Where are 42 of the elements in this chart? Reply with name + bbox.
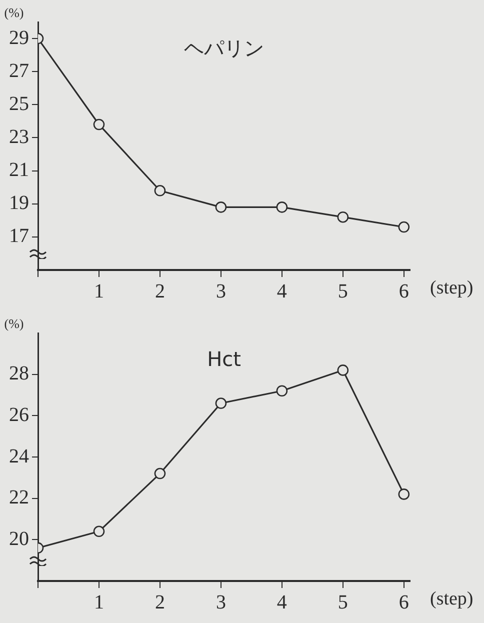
y-tick-label: 28: [9, 362, 29, 385]
y-tick-label: 19: [9, 192, 29, 214]
point: [398, 488, 410, 500]
point: [398, 221, 410, 233]
x-tick-label: 6: [398, 591, 409, 614]
point: [276, 202, 288, 213]
point: [154, 468, 166, 480]
x-tick-label: 4: [276, 591, 287, 614]
y-tick-label: 21: [9, 159, 29, 182]
y-tick-label: 23: [9, 126, 29, 148]
y-axis-title: (%): [4, 316, 24, 331]
x-axis-title: (step): [430, 277, 474, 298]
y-tick-label: 22: [9, 486, 29, 509]
x-axis-title: (step): [430, 588, 474, 610]
x-tick-label: 5: [338, 280, 348, 302]
y-tick-label: 29: [9, 26, 29, 49]
y-tick-label: 26: [9, 404, 29, 426]
text: ヘパリン: [184, 36, 264, 60]
x-tick-label: 2: [154, 591, 165, 614]
point: [93, 526, 105, 538]
point: [215, 202, 227, 213]
x-tick-label: 1: [94, 280, 104, 302]
x-tick-label: 1: [94, 591, 104, 614]
point: [276, 385, 288, 397]
x-tick-label: 3: [216, 280, 226, 302]
y-tick-label: 25: [9, 92, 29, 115]
point: [337, 364, 349, 376]
y-tick-label: 27: [9, 60, 29, 82]
x-tick-label: 2: [154, 280, 165, 302]
point: [93, 118, 105, 130]
y-tick-label: 20: [9, 528, 29, 550]
point: [215, 398, 227, 409]
y-tick-label: 24: [9, 445, 29, 468]
point: [337, 211, 349, 223]
text: Hct: [207, 347, 242, 372]
x-tick-label: 5: [338, 591, 348, 614]
point: [154, 184, 166, 196]
x-tick-label: 6: [398, 280, 409, 302]
y-tick-label: 17: [9, 225, 29, 248]
x-tick-label: 4: [276, 280, 287, 302]
y-axis-title: (%): [4, 4, 24, 20]
x-tick-label: 3: [216, 591, 226, 614]
